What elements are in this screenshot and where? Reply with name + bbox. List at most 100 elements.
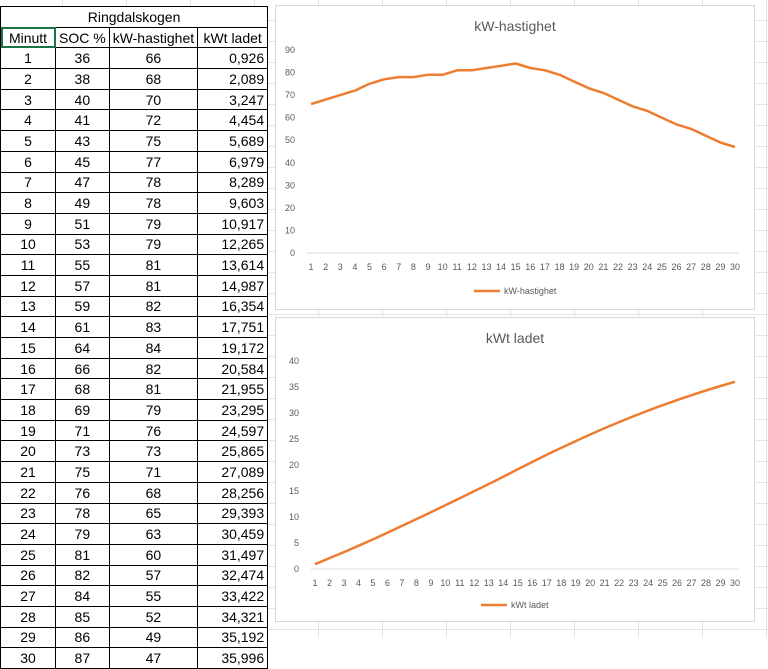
cell-kw[interactable]: 77 xyxy=(108,150,199,173)
table-title[interactable]: Ringdalskogen xyxy=(0,6,269,28)
cell-soc[interactable]: 36 xyxy=(55,47,110,70)
cell-kwt[interactable]: 20,584 xyxy=(197,357,269,380)
cell-kw[interactable]: 81 xyxy=(108,378,199,401)
cell-minutt[interactable]: 18 xyxy=(0,399,56,421)
cell-minutt[interactable]: 9 xyxy=(0,212,56,235)
cell-kw[interactable]: 84 xyxy=(108,337,199,359)
cell-soc[interactable]: 49 xyxy=(55,192,110,214)
cell-soc[interactable]: 68 xyxy=(55,378,110,401)
cell-minutt[interactable]: 12 xyxy=(0,274,56,297)
cell-soc[interactable]: 78 xyxy=(55,502,110,525)
cell-kwt[interactable]: 5,689 xyxy=(197,130,269,152)
cell-kwt[interactable]: 33,422 xyxy=(197,585,269,607)
cell-kw[interactable]: 60 xyxy=(108,543,199,566)
cell-kwt[interactable]: 14,987 xyxy=(197,274,269,297)
cell-kwt[interactable]: 35,192 xyxy=(197,626,269,649)
cell-soc[interactable]: 47 xyxy=(55,171,110,194)
cell-kwt[interactable]: 29,393 xyxy=(197,502,269,525)
cell-minutt[interactable]: 11 xyxy=(0,254,56,276)
chart-kw-hastighet[interactable]: kW-hastighet 0 10 20 30 40 50 60 70 80 90 1 2 3 4 5 6 7 8… xyxy=(275,5,755,310)
cell-kw[interactable]: 68 xyxy=(108,481,199,504)
cell-soc[interactable]: 73 xyxy=(55,440,110,463)
cell-kwt[interactable]: 24,597 xyxy=(197,419,269,442)
cell-minutt[interactable]: 13 xyxy=(0,295,56,318)
cell-kwt[interactable]: 9,603 xyxy=(197,192,269,214)
cell-kw[interactable]: 55 xyxy=(108,585,199,607)
cell-minutt[interactable]: 24 xyxy=(0,523,56,545)
cell-soc[interactable]: 71 xyxy=(55,419,110,442)
cell-kw[interactable]: 65 xyxy=(108,502,199,525)
cell-kw[interactable]: 75 xyxy=(108,130,199,152)
cell-kwt[interactable]: 31,497 xyxy=(197,543,269,566)
cell-kw[interactable]: 78 xyxy=(108,192,199,214)
cell-kwt[interactable]: 23,295 xyxy=(197,399,269,421)
cell-soc[interactable]: 51 xyxy=(55,212,110,235)
cell-kw[interactable]: 78 xyxy=(108,171,199,194)
cell-kw[interactable]: 79 xyxy=(108,212,199,235)
cell-kw[interactable]: 63 xyxy=(108,523,199,545)
cell-soc[interactable]: 86 xyxy=(55,626,110,649)
cell-minutt[interactable]: 10 xyxy=(0,233,56,256)
cell-soc[interactable]: 45 xyxy=(55,150,110,173)
cell-minutt[interactable]: 1 xyxy=(0,47,56,70)
cell-kwt[interactable]: 3,247 xyxy=(197,88,269,111)
cell-soc[interactable]: 59 xyxy=(55,295,110,318)
cell-minutt[interactable]: 6 xyxy=(0,150,56,173)
cell-soc[interactable]: 85 xyxy=(55,605,110,628)
cell-kw[interactable]: 76 xyxy=(108,419,199,442)
cell-minutt[interactable]: 22 xyxy=(0,481,56,504)
cell-kw[interactable]: 72 xyxy=(108,109,199,132)
cell-kwt[interactable]: 30,459 xyxy=(197,523,269,545)
cell-minutt[interactable]: 29 xyxy=(0,626,56,649)
cell-kw[interactable]: 52 xyxy=(108,605,199,628)
header-kwt[interactable]: kWt ladet xyxy=(197,26,269,49)
header-minutt[interactable]: Minutt xyxy=(0,26,56,49)
cell-soc[interactable]: 53 xyxy=(55,233,110,256)
cell-kwt[interactable]: 28,256 xyxy=(197,481,269,504)
cell-minutt[interactable]: 21 xyxy=(0,461,56,483)
cell-minutt[interactable]: 17 xyxy=(0,378,56,401)
cell-soc[interactable]: 81 xyxy=(55,543,110,566)
cell-kw[interactable]: 79 xyxy=(108,399,199,421)
cell-minutt[interactable]: 19 xyxy=(0,419,56,442)
cell-kwt[interactable]: 2,089 xyxy=(197,68,269,90)
cell-kw[interactable]: 83 xyxy=(108,316,199,338)
cell-kw[interactable]: 82 xyxy=(108,295,199,318)
header-kw[interactable]: kW-hastighet xyxy=(108,26,199,49)
cell-kwt[interactable]: 4,454 xyxy=(197,109,269,132)
cell-kwt[interactable]: 35,996 xyxy=(197,647,269,669)
cell-soc[interactable]: 40 xyxy=(55,88,110,111)
cell-soc[interactable]: 76 xyxy=(55,481,110,504)
cell-soc[interactable]: 66 xyxy=(55,357,110,380)
cell-kw[interactable]: 57 xyxy=(108,564,199,587)
cell-kwt[interactable]: 6,979 xyxy=(197,150,269,173)
series-line[interactable] xyxy=(310,62,736,149)
cell-minutt[interactable]: 26 xyxy=(0,564,56,587)
cell-minutt[interactable]: 16 xyxy=(0,357,56,380)
cell-soc[interactable]: 57 xyxy=(55,274,110,297)
cell-kw[interactable]: 82 xyxy=(108,357,199,380)
cell-kwt[interactable]: 0,926 xyxy=(197,47,269,70)
cell-minutt[interactable]: 4 xyxy=(0,109,56,132)
cell-kwt[interactable]: 27,089 xyxy=(197,461,269,483)
cell-soc[interactable]: 41 xyxy=(55,109,110,132)
cell-minutt[interactable]: 3 xyxy=(0,88,56,111)
cell-kw[interactable]: 49 xyxy=(108,626,199,649)
chart-kwt-ladet[interactable]: kWt ladet 0 5 10 15 20 25 30 35 40 1 2 3 4 5 6 7 8 9 10 11 1… xyxy=(275,317,755,622)
cell-soc[interactable]: 82 xyxy=(55,564,110,587)
cell-minutt[interactable]: 28 xyxy=(0,605,56,628)
cell-kwt[interactable]: 16,354 xyxy=(197,295,269,318)
cell-minutt[interactable]: 23 xyxy=(0,502,56,525)
cell-minutt[interactable]: 8 xyxy=(0,192,56,214)
cell-soc[interactable]: 79 xyxy=(55,523,110,545)
cell-kw[interactable]: 73 xyxy=(108,440,199,463)
cell-minutt[interactable]: 5 xyxy=(0,130,56,152)
cell-minutt[interactable]: 27 xyxy=(0,585,56,607)
cell-kw[interactable]: 47 xyxy=(108,647,199,669)
cell-kwt[interactable]: 25,865 xyxy=(197,440,269,463)
cell-kwt[interactable]: 10,917 xyxy=(197,212,269,235)
cell-kwt[interactable]: 17,751 xyxy=(197,316,269,338)
cell-kwt[interactable]: 8,289 xyxy=(197,171,269,194)
cell-soc[interactable]: 64 xyxy=(55,337,110,359)
series-line[interactable] xyxy=(314,380,736,566)
